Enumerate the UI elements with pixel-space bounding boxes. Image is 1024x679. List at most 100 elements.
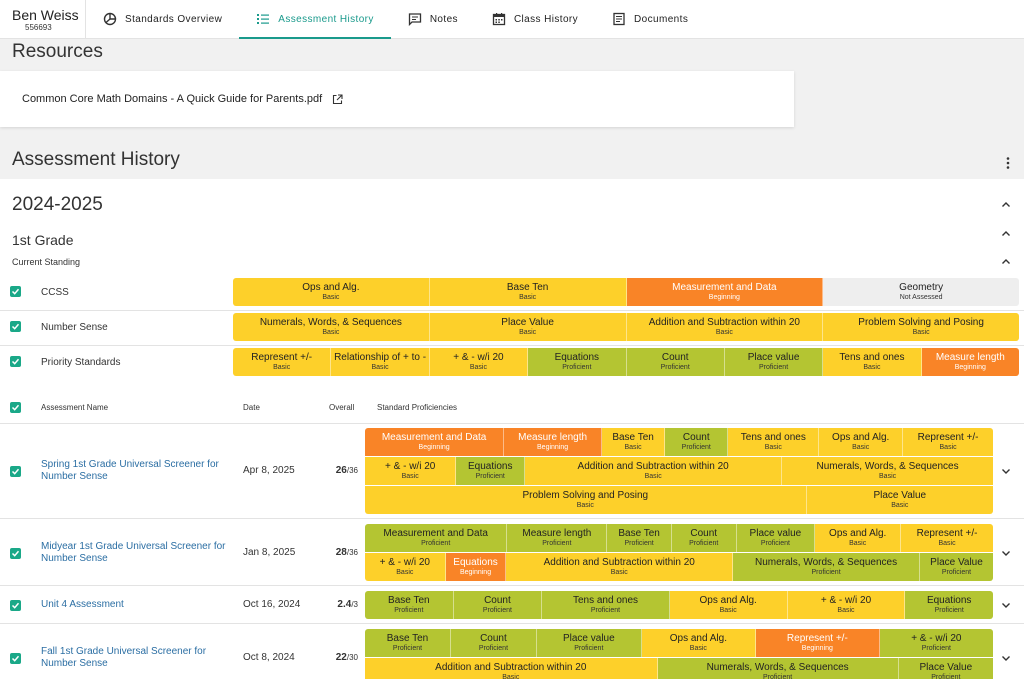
chevron-up-icon[interactable] (1001, 230, 1011, 237)
proficiency-level: Basic (469, 364, 487, 371)
proficiency-level: Basic (837, 607, 855, 614)
row-checkbox[interactable] (10, 600, 21, 611)
standard-name: Equations (926, 595, 972, 606)
assessment-name-link[interactable]: Unit 4 Assessment (41, 599, 124, 610)
proficiency-level: Proficient (574, 645, 604, 652)
score-value: 2.4 (337, 599, 352, 610)
chevron-up-icon[interactable] (1001, 201, 1011, 208)
proficiency-level: Proficient (681, 444, 711, 451)
standard-name: Tens and ones (839, 352, 905, 363)
proficiency-level: Basic (938, 540, 956, 547)
assessment-name-link[interactable]: Spring 1st Grade Universal Screener for … (41, 459, 219, 482)
tab-label: Standards Overview (125, 13, 223, 25)
overall-score: 28/36 (318, 547, 358, 558)
proficiency-level: Proficient (624, 540, 654, 547)
proficiency-cell-ops-and-alg: Ops and Alg. Basic (815, 524, 902, 552)
current-standing-label: Current Standing (12, 257, 81, 267)
proficiency-level: Basic (715, 329, 733, 336)
proficiency-level: Proficient (763, 674, 793, 679)
standing-bar-priority-standards: Represent +/- Basic Relationship of + to -… (233, 348, 1019, 376)
proficiency-cell-place-value: Place Value Proficient (919, 553, 993, 581)
standard-name: Addition and Subtraction within 20 (543, 557, 695, 568)
standard-name: Count (682, 432, 710, 443)
proficiency-level: Basic (610, 569, 628, 576)
standard-name: Numerals, Words, & Sequences (259, 317, 402, 328)
standard-name: Base Ten (612, 432, 654, 443)
standard-name: Base Ten (506, 282, 549, 293)
chevron-down-icon[interactable] (1001, 655, 1011, 662)
tab-documents[interactable]: Documents (595, 0, 705, 38)
proficiency-level: Basic (719, 607, 737, 614)
proficiency-row: + & - w/i 20 Basic Equations Beginning Addit… (365, 553, 993, 581)
standard-name: Equations (453, 557, 498, 568)
standard-name: Geometry (899, 282, 944, 293)
assessment-name-link[interactable]: Midyear 1st Grade Universal Screener for… (41, 540, 226, 564)
row-checkbox[interactable] (10, 466, 21, 477)
standard-name: Equations (468, 461, 513, 472)
proficiency-level: Proficient (941, 569, 972, 576)
proficiency-cell-count: Count Proficient (671, 524, 737, 552)
proficiency-level: Beginning (418, 444, 450, 451)
proficiency-cell-base-ten: Base Ten Proficient (365, 629, 451, 657)
standard-name: Place value (747, 352, 800, 363)
proficiency-cell-geometry: Geometry Not Assessed (823, 278, 1019, 306)
standard-name: Measurement and Data (672, 282, 777, 293)
proficiency-cell-problem-solving-and-posing: Problem Solving and Posing Basic (365, 486, 807, 514)
tab-class-history[interactable]: Class History (475, 0, 595, 38)
standard-name: Problem Solving and Posing (522, 490, 649, 501)
tab-label: Class History (513, 13, 579, 25)
proficiency-cell-relationship-of-to: Relationship of + to - Basic (331, 348, 430, 376)
more-options-icon[interactable] (1004, 156, 1012, 170)
standard-proficiencies-block: Base Ten Proficient Count Proficient Tens an… (365, 591, 993, 619)
row-checkbox[interactable] (10, 652, 21, 664)
standard-name: Count (690, 528, 718, 539)
proficiency-cell-ops-and-alg: Ops and Alg. Basic (819, 428, 904, 456)
resource-file-link[interactable]: Common Core Math Domains - A Quick Guide… (22, 93, 323, 105)
proficiency-level: Beginning (801, 645, 833, 652)
divider (0, 585, 1024, 586)
proficiency-cell-place-value: Place value Proficient (724, 348, 824, 376)
chevron-down-icon[interactable] (1001, 468, 1011, 475)
standing-row-label: Priority Standards (41, 357, 121, 368)
proficiency-level: Beginning (708, 294, 740, 301)
resources-card: Common Core Math Domains - A Quick Guide… (0, 71, 794, 127)
proficiency-cell-numerals-words-sequences: Numerals, Words, & Sequences Proficient (657, 658, 899, 679)
proficiency-cell-measure-length: Measure length Beginning (504, 428, 602, 456)
proficiency-row: Base Ten Proficient Count Proficient Tens an… (365, 591, 993, 619)
tab-notes[interactable]: Notes (391, 0, 475, 38)
overall-score: 2.4/3 (318, 599, 358, 610)
assessment-name-link[interactable]: Fall 1st Grade Universal Screener for Nu… (41, 645, 207, 669)
score-value: 28 (335, 546, 347, 558)
standard-proficiencies-block: Measurement and Data Beginning Measure len… (365, 428, 993, 514)
chevron-up-icon[interactable] (1001, 258, 1011, 265)
tab-assessment-history[interactable]: Assessment History (239, 0, 391, 39)
proficiency-cell-count: Count Proficient (665, 428, 729, 456)
proficiency-cell-addition-and-subtraction-within-20: Addition and Subtraction within 20 Basic (506, 553, 734, 581)
chevron-down-icon[interactable] (1001, 550, 1011, 557)
proficiency-row: Measurement and Data Beginning Measure len… (365, 428, 993, 456)
row-checkbox[interactable] (10, 321, 21, 332)
student-id: 556693 (25, 23, 52, 32)
score-total: /36 (346, 547, 358, 557)
chevron-down-icon[interactable] (1001, 602, 1011, 609)
score-total: /30 (346, 652, 358, 662)
standard-name: Ops and Alg. (669, 633, 727, 644)
tab-standards-overview[interactable]: Standards Overview (86, 0, 239, 38)
proficiency-row: + & - w/i 20 Basic Equations Proficient Addi… (365, 457, 993, 485)
resources-heading: Resources (12, 41, 103, 62)
proficiency-cell-measure-length: Measure length Beginning (921, 348, 1019, 376)
row-checkbox[interactable] (10, 286, 21, 297)
standing-bar-ccss: Ops and Alg. Basic Base Ten Basic Measuremen… (233, 278, 1019, 306)
standard-name: + & - w/i 20 (379, 557, 430, 568)
list-icon (257, 14, 270, 24)
chart-pie-icon (103, 12, 117, 26)
standard-name: Measure length (522, 528, 592, 539)
proficiency-level: Basic (371, 364, 389, 371)
external-link-icon[interactable] (332, 93, 343, 105)
proficiency-level: Beginning (459, 569, 492, 576)
row-checkbox[interactable] (10, 547, 21, 559)
standard-name: Represent +/- (917, 432, 979, 443)
standard-name: Addition and Subtraction within 20 (435, 662, 587, 673)
select-all-checkbox[interactable] (10, 402, 21, 413)
row-checkbox[interactable] (10, 356, 21, 367)
